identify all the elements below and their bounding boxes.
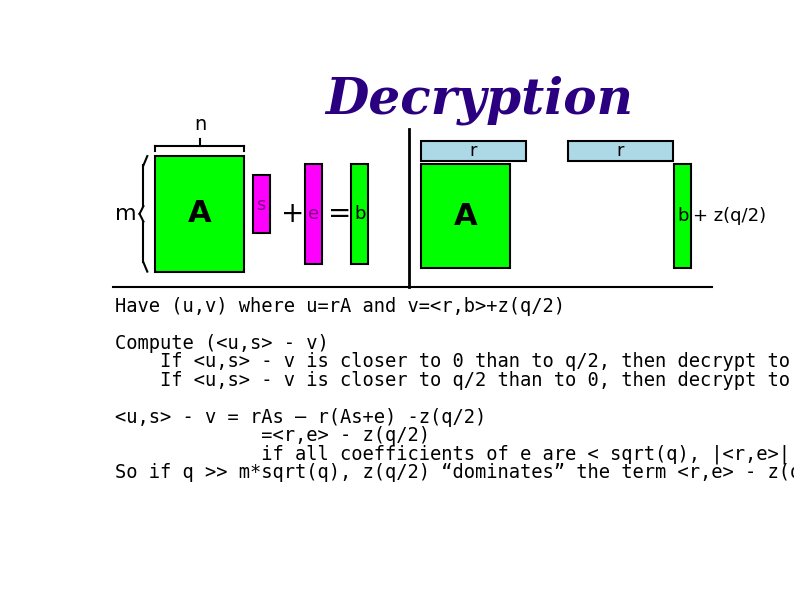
Text: m: m xyxy=(115,204,137,224)
Text: =<r,e> - z(q/2): =<r,e> - z(q/2) xyxy=(115,427,430,446)
FancyBboxPatch shape xyxy=(421,142,526,161)
FancyBboxPatch shape xyxy=(674,164,692,268)
Text: r: r xyxy=(469,142,476,161)
FancyBboxPatch shape xyxy=(569,142,673,161)
FancyBboxPatch shape xyxy=(252,176,270,233)
FancyBboxPatch shape xyxy=(155,156,245,271)
Text: b: b xyxy=(354,205,365,223)
Text: <u,s> - v = rAs – r(As+e) -z(q/2): <u,s> - v = rAs – r(As+e) -z(q/2) xyxy=(115,408,486,427)
Text: If <u,s> - v is closer to 0 than to q/2, then decrypt to 0: If <u,s> - v is closer to 0 than to q/2,… xyxy=(115,352,794,371)
FancyBboxPatch shape xyxy=(421,164,510,268)
Text: n: n xyxy=(194,115,206,134)
FancyBboxPatch shape xyxy=(305,164,322,264)
Text: So if q >> m*sqrt(q), z(q/2) “dominates” the term <r,e> - z(q/2): So if q >> m*sqrt(q), z(q/2) “dominates”… xyxy=(115,464,794,483)
Text: =: = xyxy=(328,200,351,228)
Text: Decryption: Decryption xyxy=(325,75,633,124)
FancyBboxPatch shape xyxy=(351,164,368,264)
Text: Have (u,v) where u=rA and v=<r,b>+z(q/2): Have (u,v) where u=rA and v=<r,b>+z(q/2) xyxy=(115,297,565,316)
Text: + z(q/2): + z(q/2) xyxy=(693,207,766,225)
Text: b: b xyxy=(677,207,688,225)
Text: r: r xyxy=(616,142,624,161)
Text: if all coefficients of e are < sqrt(q), |<r,e>| < m*sqrt(q): if all coefficients of e are < sqrt(q), … xyxy=(115,445,794,464)
Text: s: s xyxy=(256,196,266,214)
Text: +: + xyxy=(281,200,305,228)
Text: If <u,s> - v is closer to q/2 than to 0, then decrypt to 1: If <u,s> - v is closer to q/2 than to 0,… xyxy=(115,371,794,390)
Text: Compute (<u,s> - v): Compute (<u,s> - v) xyxy=(115,334,329,353)
Text: A: A xyxy=(454,202,478,231)
Text: A: A xyxy=(188,199,212,228)
Text: e: e xyxy=(307,205,318,223)
